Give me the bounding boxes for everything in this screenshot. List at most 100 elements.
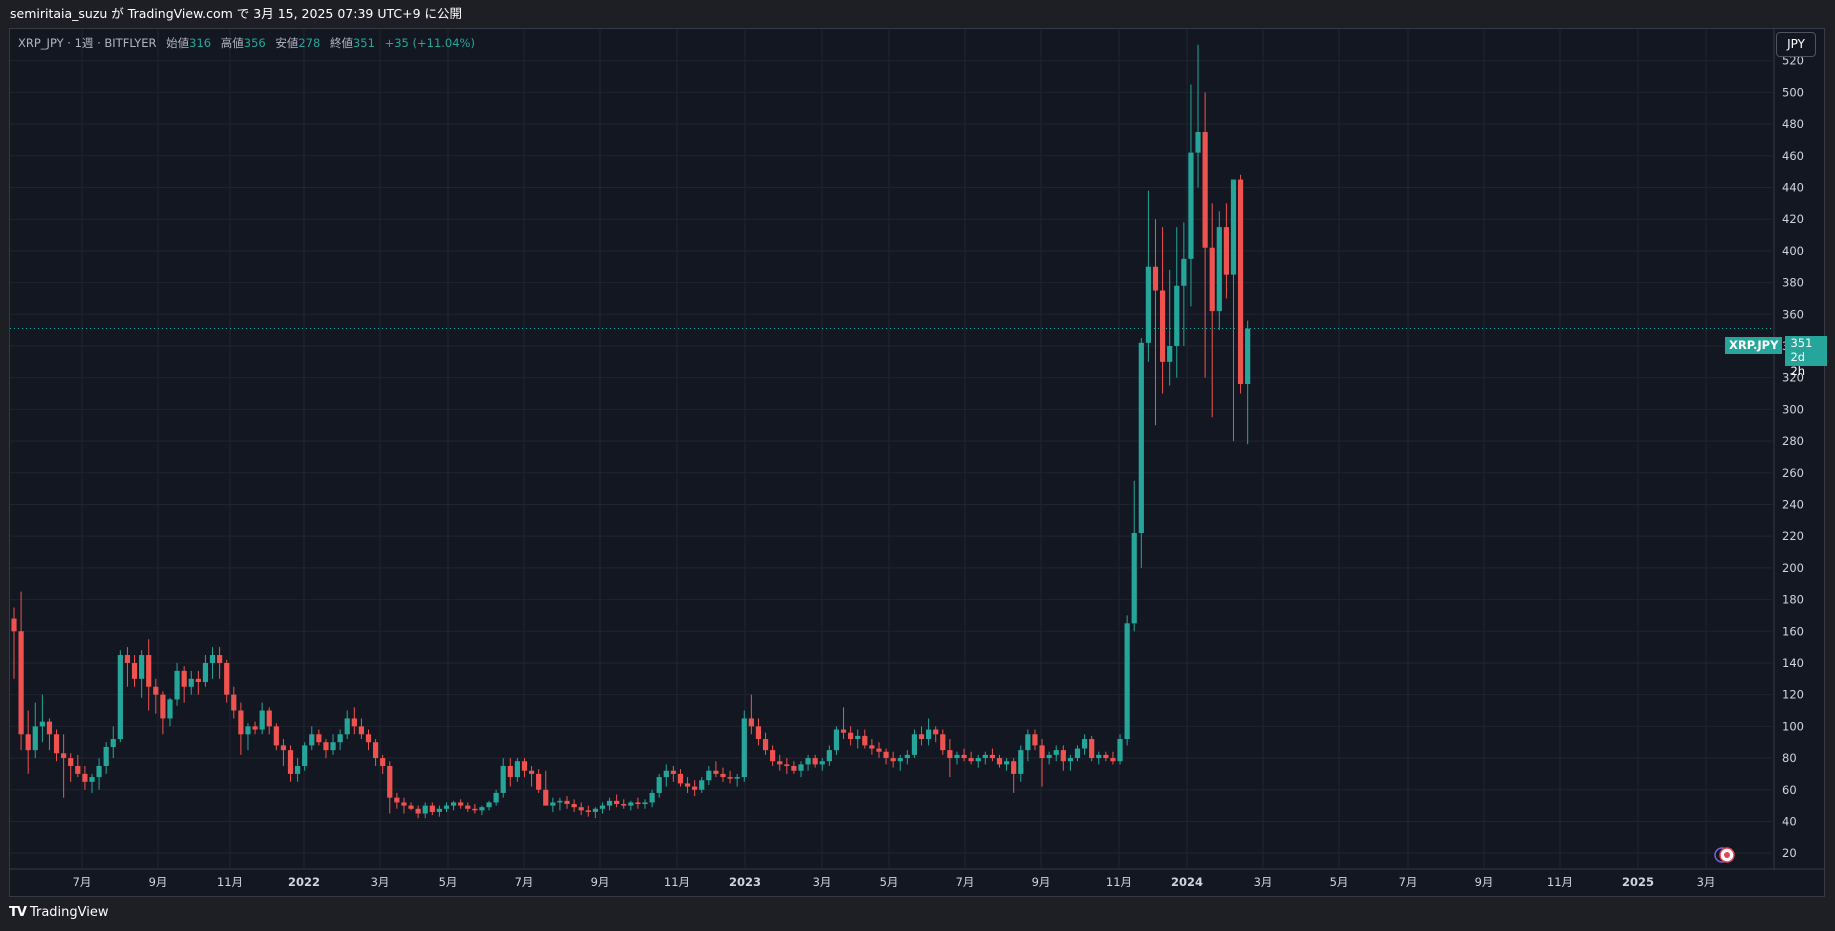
candle-body [528, 770, 535, 774]
candle-down [1223, 203, 1229, 299]
candle-up [649, 789, 655, 808]
candle-body [1202, 132, 1208, 248]
candle-body [876, 748, 882, 752]
candle-down [684, 777, 691, 793]
candle-body [819, 761, 825, 765]
y-tick-label: 180 [1782, 593, 1804, 607]
candle-body [436, 808, 442, 812]
y-tick-label: 440 [1782, 180, 1804, 194]
candle-down [1039, 739, 1045, 787]
candle-body [805, 758, 811, 765]
candle-body [940, 734, 946, 751]
candle-body [748, 718, 754, 727]
x-tick-label: 5月 [1330, 875, 1349, 889]
candle-body [1152, 266, 1159, 291]
candle-body [507, 765, 513, 778]
event-marker-icon[interactable] [1714, 846, 1736, 864]
candle-up [982, 751, 988, 765]
x-tick-label: 9月 [1475, 875, 1494, 889]
candle-body [238, 710, 244, 735]
candle-body [287, 750, 294, 774]
candle-body [663, 770, 669, 778]
candle-body [493, 792, 499, 803]
candle-down [287, 745, 294, 782]
candle-down [961, 748, 967, 762]
candle-down [762, 732, 769, 755]
candle-up [1230, 179, 1237, 442]
candle-down [571, 799, 577, 812]
candle-body [75, 765, 81, 774]
candle-body [826, 750, 832, 762]
candle-body [536, 773, 542, 790]
y-tick-label: 220 [1782, 529, 1804, 543]
candle-body [401, 802, 407, 806]
candle-body [734, 777, 740, 779]
y-tick-label: 140 [1782, 656, 1804, 670]
y-tick-label: 320 [1782, 371, 1804, 385]
candle-body [550, 802, 556, 806]
candle-body [394, 797, 400, 803]
candle-down [18, 591, 24, 751]
candle-body [195, 678, 201, 682]
currency-button[interactable]: JPY [1776, 32, 1816, 57]
candle-body [649, 792, 655, 803]
low-value: 278 [298, 36, 321, 50]
candle-down [755, 718, 762, 746]
candle-down [614, 794, 620, 808]
candle-body [1110, 758, 1116, 762]
candle-body [365, 734, 372, 743]
candle-body [266, 710, 272, 727]
y-tick-label: 60 [1782, 783, 1797, 797]
x-tick-label: 3月 [1254, 875, 1273, 889]
candle-body [224, 662, 230, 695]
candle-body [578, 807, 584, 811]
candle-body [280, 745, 287, 751]
candle-body [1011, 761, 1017, 774]
candle-body [1223, 227, 1229, 275]
open-value: 316 [189, 36, 212, 50]
candle-body [918, 734, 925, 740]
candle-down [1089, 735, 1095, 762]
candle-body [1032, 734, 1038, 746]
candle-body [61, 753, 67, 759]
candle-down [933, 726, 939, 743]
candle-down [1237, 174, 1244, 394]
candle-body [1124, 623, 1130, 740]
candle-up [174, 662, 180, 706]
y-tick-label: 100 [1782, 719, 1804, 733]
candle-body [1145, 266, 1151, 343]
candle-up [663, 764, 669, 787]
price-tag-countdown: 2d 2h [1790, 350, 1806, 378]
candle-up [1216, 211, 1222, 331]
y-tick-label: 120 [1782, 688, 1804, 702]
chart-frame [9, 28, 1825, 897]
candle-body [330, 742, 336, 751]
candle-body [479, 807, 485, 811]
candle-down [848, 726, 854, 746]
tradingview-brand[interactable]: TV TradingView [9, 898, 108, 928]
candle-body [153, 686, 159, 695]
candle-body [961, 754, 967, 759]
candle-body [1081, 739, 1088, 749]
candle-body [25, 734, 31, 751]
candle-body [1237, 179, 1244, 385]
candle-body [1167, 345, 1173, 362]
candle-body [911, 734, 918, 755]
candle-up [1018, 745, 1024, 782]
candle-down [160, 691, 166, 735]
candle-body [926, 729, 932, 740]
candles [11, 44, 1251, 819]
candle-body [68, 758, 74, 766]
candle-body [408, 805, 414, 809]
candle-body [996, 758, 1003, 765]
candle-body [1018, 750, 1024, 774]
candle-body [642, 802, 648, 805]
candle-body [18, 631, 24, 735]
candle-body [1060, 750, 1066, 762]
y-tick-label: 200 [1782, 561, 1804, 575]
y-tick-label: 260 [1782, 466, 1804, 480]
candle-up [1124, 615, 1130, 746]
candle-down [784, 758, 790, 774]
price-tag-symbol: XRP.JPY [1725, 337, 1783, 354]
